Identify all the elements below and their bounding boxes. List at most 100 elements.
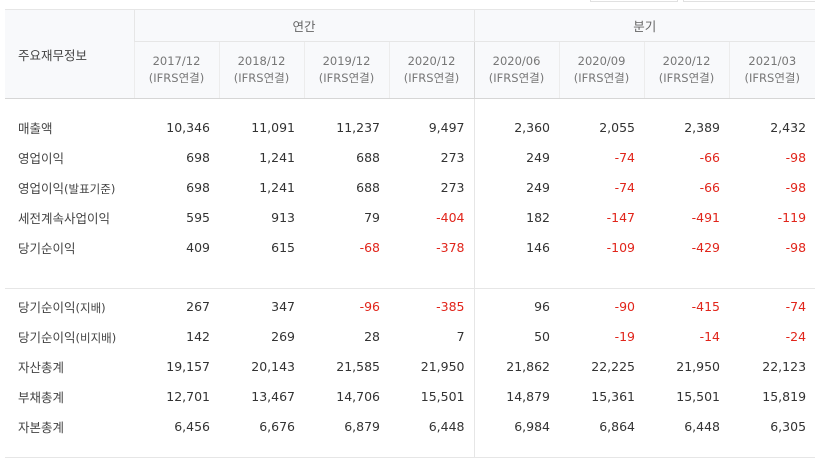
value-cell: -98 bbox=[785, 149, 807, 165]
row-label-text: 영업이익 bbox=[18, 150, 65, 166]
value-cell: 273 bbox=[440, 149, 465, 165]
row-label-text: 당기순이익 bbox=[18, 329, 76, 345]
value-cell: 267 bbox=[186, 298, 210, 314]
value-cell: 6,305 bbox=[770, 418, 807, 434]
value-cell: -19 bbox=[614, 328, 636, 344]
value-cell: 913 bbox=[271, 209, 295, 225]
value-cell: 11,091 bbox=[251, 119, 295, 135]
table-row: 자본총계 6,456 6,676 6,879 6,448 6,984 6,864 6,448 6… bbox=[5, 411, 815, 441]
row-label-text: 당기순이익 bbox=[18, 240, 76, 256]
value-cell: 1,241 bbox=[259, 149, 295, 165]
value-cell: 6,879 bbox=[344, 418, 380, 434]
row-label: 영업이익(발표기준) bbox=[5, 172, 134, 202]
row-spacer bbox=[5, 262, 815, 289]
value-cell: 79 bbox=[364, 209, 380, 225]
value-cell: 595 bbox=[186, 209, 210, 225]
value-cell: 409 bbox=[186, 239, 210, 255]
row-label-text: 영업이익 bbox=[18, 180, 65, 196]
value-cell: 19,157 bbox=[166, 358, 210, 374]
table-row: 부채총계 12,701 13,467 14,706 15,501 14,879 15,361… bbox=[5, 381, 815, 411]
top-tab-right[interactable] bbox=[683, 0, 815, 2]
column-header: 2021/03 (IFRS연결) bbox=[728, 41, 815, 99]
group-header-row: 주요재무정보 연간 분기 bbox=[5, 9, 815, 99]
row-label: 영업이익 bbox=[5, 142, 134, 172]
value-cell: -74 bbox=[614, 179, 636, 195]
column-header: 2018/12 (IFRS연결) bbox=[218, 41, 304, 99]
table-row: 당기순이익 409 615 -68 -378 146 -109 -429 -98 bbox=[5, 232, 815, 262]
column-header: 2017/12 (IFRS연결) bbox=[133, 41, 219, 99]
column-header: 2019/12 (IFRS연결) bbox=[303, 41, 389, 99]
group-annual-header: 연간 bbox=[133, 9, 475, 42]
value-cell: -98 bbox=[785, 239, 807, 255]
value-cell: 142 bbox=[186, 328, 210, 344]
value-cell: 96 bbox=[473, 291, 560, 321]
value-cell: -385 bbox=[436, 298, 465, 314]
table-body: 매출액 10,346 11,091 11,237 9,497 2,360 2,055 2,38… bbox=[5, 98, 815, 458]
value-cell: -147 bbox=[606, 209, 636, 225]
table-row: 매출액 10,346 11,091 11,237 9,497 2,360 2,055 2,38… bbox=[5, 112, 815, 142]
value-cell: 6,456 bbox=[174, 418, 210, 434]
value-cell: 2,432 bbox=[770, 119, 807, 135]
value-cell: -98 bbox=[785, 179, 807, 195]
row-label-text: 세전계속사업이익 bbox=[18, 210, 111, 226]
value-cell: 9,497 bbox=[428, 119, 465, 135]
value-cell: 15,501 bbox=[676, 388, 721, 404]
value-cell: 615 bbox=[271, 239, 295, 255]
value-cell: 14,879 bbox=[473, 381, 560, 411]
value-cell: 28 bbox=[364, 328, 380, 344]
value-cell: 6,676 bbox=[259, 418, 295, 434]
column-header: 2020/12 (IFRS연결) bbox=[388, 41, 475, 99]
value-cell: -96 bbox=[359, 298, 380, 314]
value-cell: 11,237 bbox=[336, 119, 380, 135]
row-label-text: 매출액 bbox=[18, 120, 53, 136]
value-cell: 6,984 bbox=[473, 411, 560, 441]
value-cell: 12,701 bbox=[166, 388, 210, 404]
value-cell: -68 bbox=[359, 239, 380, 255]
row-label: 세전계속사업이익 bbox=[5, 202, 134, 232]
row-label-qualifier: (비지배) bbox=[75, 330, 117, 345]
value-cell: 22,225 bbox=[591, 358, 636, 374]
value-cell: 2,055 bbox=[599, 119, 636, 135]
row-label: 자산총계 bbox=[5, 351, 134, 381]
row-label: 당기순이익(지배) bbox=[5, 291, 134, 321]
table-row: 자산총계 19,157 20,143 21,585 21,950 21,862 22,225… bbox=[5, 351, 815, 381]
value-cell: -378 bbox=[436, 239, 465, 255]
value-cell: 6,448 bbox=[428, 418, 465, 434]
value-cell: 13,467 bbox=[251, 388, 295, 404]
period-header-row: 2017/12 (IFRS연결) 2018/12 (IFRS연결) 2019/12(… bbox=[5, 41, 815, 99]
value-cell: 14,706 bbox=[336, 388, 380, 404]
row-label-qualifier: (지배) bbox=[75, 300, 106, 315]
value-cell: -415 bbox=[691, 298, 721, 314]
row-label: 자본총계 bbox=[5, 411, 134, 441]
table-row: 당기순이익(지배) 267 347 -96 -385 96 -90 -415 -74 bbox=[5, 291, 815, 321]
row-label: 당기순이익 bbox=[5, 232, 134, 262]
value-cell: -74 bbox=[614, 149, 636, 165]
value-cell: 347 bbox=[271, 298, 295, 314]
column-header: 2020/06 (IFRS연결) bbox=[473, 41, 560, 99]
value-cell: 22,123 bbox=[762, 358, 807, 374]
top-tab-left[interactable] bbox=[590, 0, 678, 2]
value-cell: -119 bbox=[777, 209, 807, 225]
row-label: 부채총계 bbox=[5, 381, 134, 411]
table-row: 당기순이익(비지배) 142 269 28 7 50 -19 -14 -24 bbox=[5, 321, 815, 351]
value-cell: 50 bbox=[473, 321, 560, 351]
value-cell: 146 bbox=[473, 232, 560, 262]
value-cell: 6,864 bbox=[599, 418, 636, 434]
row-label-qualifier: (발표기준) bbox=[64, 181, 116, 196]
column-header: 2020/09 (IFRS연결) bbox=[558, 41, 645, 99]
value-cell: 273 bbox=[440, 179, 465, 195]
value-cell: 21,950 bbox=[420, 358, 465, 374]
group-quarter-header: 분기 bbox=[474, 9, 815, 42]
column-header: 2020/12 (IFRS연결) bbox=[643, 41, 730, 99]
value-cell: 15,501 bbox=[420, 388, 465, 404]
row-spacer bbox=[5, 98, 815, 112]
value-cell: 21,585 bbox=[336, 358, 380, 374]
row-label-text: 자산총계 bbox=[18, 359, 65, 375]
value-cell: 182 bbox=[473, 202, 560, 232]
value-cell: -429 bbox=[691, 239, 721, 255]
value-cell: -66 bbox=[699, 149, 721, 165]
value-cell: 1,241 bbox=[259, 179, 295, 195]
value-cell: -90 bbox=[614, 298, 636, 314]
value-cell: -109 bbox=[606, 239, 636, 255]
row-label: 당기순이익(비지배) bbox=[5, 321, 134, 351]
